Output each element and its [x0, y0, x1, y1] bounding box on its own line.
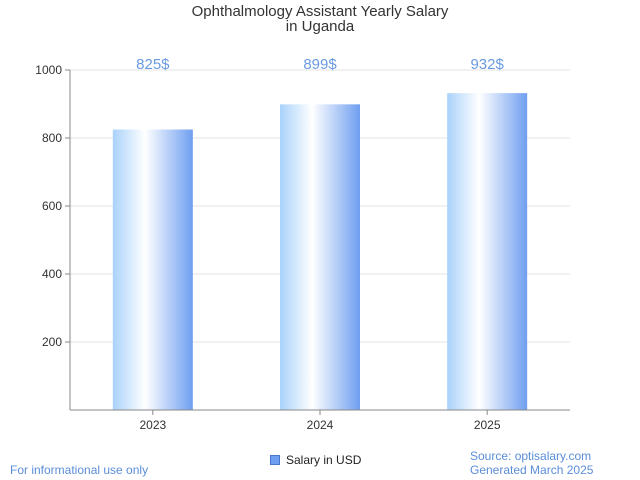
- bar-2025[interactable]: [447, 93, 528, 411]
- data-label-2025: 932$: [470, 56, 504, 73]
- y-tick-label-400: 400: [42, 267, 62, 281]
- chart-legend: Salary in USD: [270, 453, 361, 467]
- disclaimer-text: For informational use only: [10, 463, 149, 477]
- source-link[interactable]: Source: optisalary.com: [470, 449, 592, 463]
- data-label-2024: 899$: [303, 56, 337, 73]
- bar-2023[interactable]: [112, 129, 193, 411]
- legend-swatch: [270, 455, 280, 465]
- generated-date: Generated March 2025: [470, 463, 594, 477]
- x-tick-label-2025: 2025: [474, 418, 501, 432]
- y-tick-label-200: 200: [42, 335, 62, 349]
- x-tick-label-2024: 2024: [307, 418, 334, 432]
- chart-title-line1: Ophthalmology Assistant Yearly Salary: [191, 3, 449, 20]
- chart-title: Ophthalmology Assistant Yearly Salary in…: [0, 4, 640, 34]
- chart-title-line2: in Uganda: [285, 18, 355, 35]
- y-tick-label-800: 800: [42, 131, 62, 145]
- y-tick-label-1000: 1000: [35, 63, 62, 77]
- source-block: Source: optisalary.com Generated March 2…: [470, 449, 593, 477]
- data-label-2023: 825$: [136, 56, 170, 73]
- legend-label: Salary in USD: [286, 453, 362, 467]
- x-tick-label-2023: 2023: [139, 418, 166, 432]
- bar-2024[interactable]: [280, 104, 360, 410]
- y-tick-label-600: 600: [42, 199, 62, 213]
